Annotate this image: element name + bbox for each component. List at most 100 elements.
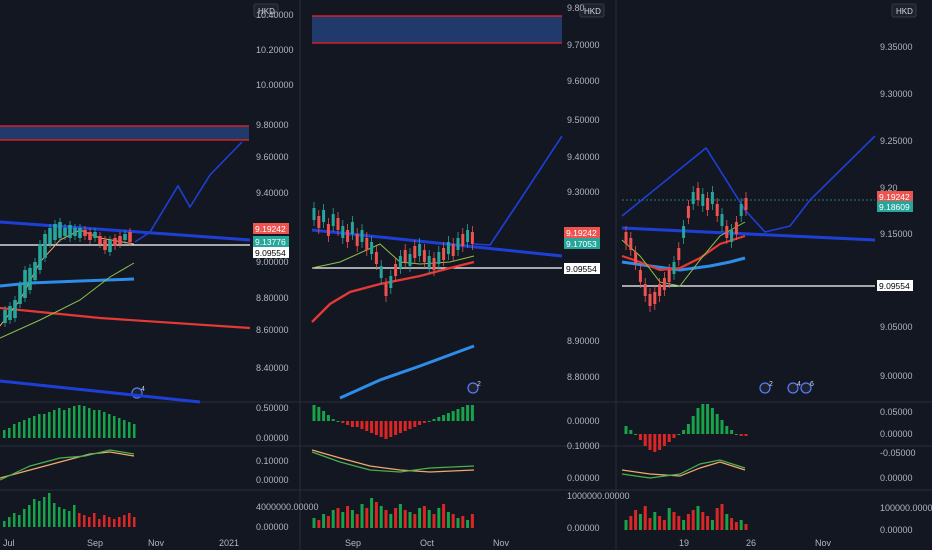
volume-bar bbox=[18, 515, 21, 527]
osc2-line bbox=[0, 451, 135, 479]
volume-bar bbox=[98, 519, 101, 527]
price-label-box bbox=[877, 280, 913, 291]
osc-bar bbox=[638, 434, 642, 440]
price-label-text: 9.09554 bbox=[566, 264, 597, 274]
currency-label: HKD bbox=[584, 7, 601, 16]
price-tick-label: 9.35000 bbox=[880, 42, 913, 52]
volume-bar bbox=[629, 516, 633, 530]
osc-bar bbox=[725, 426, 729, 434]
event-badge bbox=[800, 382, 812, 394]
osc-bar bbox=[53, 410, 56, 438]
volume-bar bbox=[648, 518, 652, 530]
volume-tick-label: 1000000.00000 bbox=[567, 491, 630, 501]
currency-label: HKD bbox=[896, 7, 913, 16]
volume-bar bbox=[13, 513, 16, 527]
volume-bar bbox=[658, 516, 662, 530]
volume-bar bbox=[68, 511, 71, 527]
osc-bar bbox=[629, 430, 633, 434]
volume-bar bbox=[336, 508, 340, 528]
time-tick-label: Sep bbox=[345, 538, 361, 548]
osc-bar bbox=[451, 411, 455, 421]
osc-bar bbox=[379, 421, 383, 437]
volume-bar bbox=[317, 520, 321, 528]
volume-bar bbox=[113, 519, 116, 527]
osc-bar bbox=[653, 434, 657, 452]
event-badge-count: 2 bbox=[769, 381, 773, 388]
volume-bar bbox=[360, 504, 364, 528]
volume-bar bbox=[108, 517, 111, 527]
osc-bar bbox=[312, 405, 316, 421]
osc-bar bbox=[88, 408, 91, 438]
volume-bar bbox=[653, 512, 657, 530]
volume-bar bbox=[394, 508, 398, 528]
volume-bar bbox=[379, 506, 383, 528]
osc-bar bbox=[667, 434, 671, 442]
volume-bar bbox=[682, 520, 686, 530]
event-badge-count: 6 bbox=[810, 381, 814, 388]
ma-red bbox=[621, 234, 746, 272]
price-label-text: 9.09554 bbox=[879, 281, 910, 291]
projection-path bbox=[473, 135, 563, 246]
volume-bar bbox=[701, 512, 705, 530]
osc-bar bbox=[744, 434, 748, 436]
osc1-tick-label: 0.00000 bbox=[256, 433, 289, 443]
volume-bar bbox=[374, 502, 378, 528]
price-tick-label: 9.60000 bbox=[256, 152, 289, 162]
volume-bar bbox=[643, 506, 647, 530]
osc1-tick-label: 0.00000 bbox=[880, 429, 913, 439]
volume-bar bbox=[432, 514, 436, 528]
osc-bar bbox=[38, 414, 41, 438]
price-tick-label: 8.80000 bbox=[567, 372, 600, 382]
price-tick-label: 9.05000 bbox=[880, 322, 913, 332]
middle-drawing bbox=[311, 15, 563, 528]
volume-bar bbox=[326, 516, 330, 528]
volume-bar bbox=[78, 513, 81, 527]
price-label-text: 9.18609 bbox=[879, 202, 910, 212]
osc-bar bbox=[355, 421, 359, 427]
price-tick-label: 9.40000 bbox=[256, 188, 289, 198]
osc-bar bbox=[686, 424, 690, 434]
osc-bar bbox=[43, 414, 46, 438]
event-badge-count: 4 bbox=[141, 386, 145, 393]
osc-bar bbox=[672, 434, 676, 438]
osc-bar bbox=[710, 408, 714, 434]
volume-tick-label: 0.00000 bbox=[567, 523, 600, 533]
osc-bar bbox=[322, 411, 326, 421]
volume-tick-label: 4000000.00000 bbox=[256, 502, 319, 512]
volume-bar bbox=[58, 507, 61, 527]
osc-bar bbox=[370, 421, 374, 433]
volume-tick-label: 0.00000 bbox=[256, 522, 289, 532]
osc2-line bbox=[311, 451, 475, 473]
volume-bar bbox=[470, 514, 474, 528]
volume-bar bbox=[403, 510, 407, 528]
volume-bar bbox=[638, 514, 642, 530]
volume-bar bbox=[355, 514, 359, 528]
time-tick-label: Nov bbox=[148, 538, 165, 548]
volume-tick-label: 100000.00000 bbox=[880, 503, 932, 513]
osc-bar bbox=[23, 420, 26, 438]
volume-bar bbox=[667, 508, 671, 530]
osc-bar bbox=[643, 434, 647, 446]
volume-bar bbox=[413, 514, 417, 528]
volume-bar bbox=[451, 514, 455, 528]
volume-bar bbox=[461, 516, 465, 528]
price-label-text: 9.09554 bbox=[255, 248, 286, 258]
osc-bar bbox=[418, 421, 422, 425]
osc-bar bbox=[634, 434, 638, 435]
osc-bar bbox=[662, 434, 666, 446]
osc-bar bbox=[394, 421, 398, 435]
event-badge bbox=[759, 382, 771, 394]
trend-line-lower bbox=[0, 379, 201, 404]
osc-bar bbox=[720, 420, 724, 434]
volume-bar bbox=[43, 497, 46, 527]
price-tick-label: 9.00000 bbox=[880, 371, 913, 381]
price-label-box bbox=[564, 227, 600, 238]
osc-bar bbox=[336, 421, 340, 422]
osc-bar bbox=[446, 413, 450, 421]
volume-bar bbox=[331, 510, 335, 528]
price-tick-label: 8.80000 bbox=[256, 293, 289, 303]
time-tick-label: 2021 bbox=[219, 538, 239, 548]
price-tick-label: 9.20 bbox=[880, 183, 898, 193]
